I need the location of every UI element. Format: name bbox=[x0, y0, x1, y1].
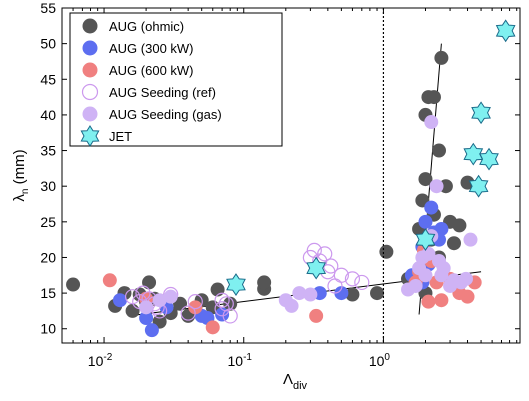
point-s2-13 bbox=[418, 214, 433, 229]
point-s5-14 bbox=[424, 115, 439, 130]
legend-label-2: AUG (300 kW) bbox=[109, 41, 194, 56]
point-s1-4 bbox=[125, 303, 140, 318]
y-tick-label-15: 15 bbox=[40, 285, 56, 301]
point-s3-12 bbox=[434, 293, 449, 308]
legend-label-6: JET bbox=[109, 129, 132, 144]
legend-marker-1 bbox=[82, 18, 98, 34]
data-points bbox=[66, 19, 516, 338]
point-s5-6 bbox=[292, 286, 307, 301]
point-s4-3 bbox=[135, 285, 151, 301]
point-s5-3 bbox=[163, 289, 178, 304]
point-s1-38 bbox=[452, 218, 467, 233]
point-s2-17 bbox=[434, 221, 449, 236]
y-tick-label-50: 50 bbox=[40, 36, 56, 52]
legend: AUG (ohmic) AUG (300 kW) AUG (600 kW) AUG S… bbox=[69, 12, 283, 147]
point-s1-37 bbox=[446, 236, 461, 251]
legend-label-5: AUG Seeding (gas) bbox=[109, 107, 222, 122]
point-s6-1 bbox=[226, 273, 246, 296]
point-s5-2 bbox=[152, 293, 167, 308]
point-s4-24 bbox=[327, 278, 343, 294]
legend-label-4: AUG Seeding (ref) bbox=[109, 85, 216, 100]
point-s2-14 bbox=[424, 200, 439, 215]
y-tick-label-10: 10 bbox=[40, 321, 56, 337]
point-s5-24 bbox=[434, 268, 449, 283]
point-s4-14 bbox=[222, 308, 238, 324]
point-s1-7 bbox=[142, 275, 157, 290]
legend-label-3: AUG (600 kW) bbox=[109, 63, 194, 78]
point-s5-22 bbox=[463, 232, 478, 247]
y-tick-label-25: 25 bbox=[40, 214, 56, 230]
y-axis-label: λn (mm) bbox=[11, 149, 31, 201]
point-s4-18 bbox=[317, 246, 333, 262]
point-s1-34 bbox=[434, 50, 449, 65]
point-s6-6 bbox=[471, 101, 491, 125]
point-s5-21 bbox=[458, 271, 473, 286]
point-s2-3 bbox=[144, 323, 159, 338]
point-s1-19 bbox=[257, 275, 272, 290]
point-s6-3 bbox=[415, 228, 436, 252]
point-s6-5 bbox=[468, 174, 489, 198]
point-s1-26 bbox=[418, 172, 433, 187]
point-s6-4 bbox=[463, 142, 484, 166]
point-s5-11 bbox=[418, 268, 433, 283]
point-s5-1 bbox=[139, 300, 154, 315]
point-s4-9 bbox=[180, 305, 196, 321]
point-s2-1 bbox=[112, 293, 127, 308]
y-tick-label-40: 40 bbox=[40, 107, 56, 123]
point-s4-21 bbox=[344, 271, 361, 287]
point-s6-2 bbox=[306, 256, 327, 280]
point-s1-17 bbox=[223, 296, 238, 311]
point-s5-23 bbox=[408, 278, 423, 293]
point-s1-21 bbox=[370, 286, 385, 301]
point-s1-32 bbox=[432, 143, 447, 158]
point-s4-22 bbox=[354, 274, 370, 291]
point-s5-7 bbox=[303, 287, 318, 302]
point-s2-2 bbox=[139, 311, 154, 326]
point-s5-15 bbox=[429, 179, 444, 194]
point-s3-5 bbox=[309, 308, 324, 323]
y-tick-label-45: 45 bbox=[40, 71, 56, 87]
legend-marker-5 bbox=[82, 106, 98, 122]
point-s4-10 bbox=[187, 294, 203, 310]
legend-marker-6 bbox=[80, 125, 100, 147]
point-s3-9 bbox=[421, 294, 436, 309]
point-s1-1 bbox=[66, 277, 81, 292]
legend-label-1: AUG (ohmic) bbox=[109, 19, 184, 34]
y-tick-label-20: 20 bbox=[40, 249, 56, 265]
plot-frame bbox=[61, 7, 521, 344]
point-s3-15 bbox=[460, 289, 475, 304]
y-tick-label-30: 30 bbox=[40, 178, 56, 194]
y-tick-label-35: 35 bbox=[40, 143, 56, 159]
point-s6-7 bbox=[479, 147, 499, 171]
point-s4-11 bbox=[214, 292, 230, 308]
point-s1-22 bbox=[379, 244, 394, 259]
point-s5-5 bbox=[284, 298, 299, 313]
point-s6-8 bbox=[495, 19, 516, 43]
y-tick-label-55: 55 bbox=[40, 0, 56, 16]
legend-marker-3 bbox=[82, 62, 98, 78]
point-s3-4 bbox=[205, 320, 220, 335]
point-s3-1 bbox=[102, 273, 117, 288]
point-s3-3 bbox=[188, 300, 203, 315]
point-s2-9 bbox=[334, 286, 349, 301]
point-s1-31 bbox=[426, 90, 441, 105]
point-s1-39 bbox=[460, 175, 475, 190]
point-s1-20 bbox=[345, 287, 360, 302]
point-s5-12 bbox=[421, 246, 436, 261]
legend-marker-2 bbox=[82, 40, 98, 56]
legend-marker-4 bbox=[81, 83, 99, 101]
legend-box bbox=[69, 12, 283, 147]
